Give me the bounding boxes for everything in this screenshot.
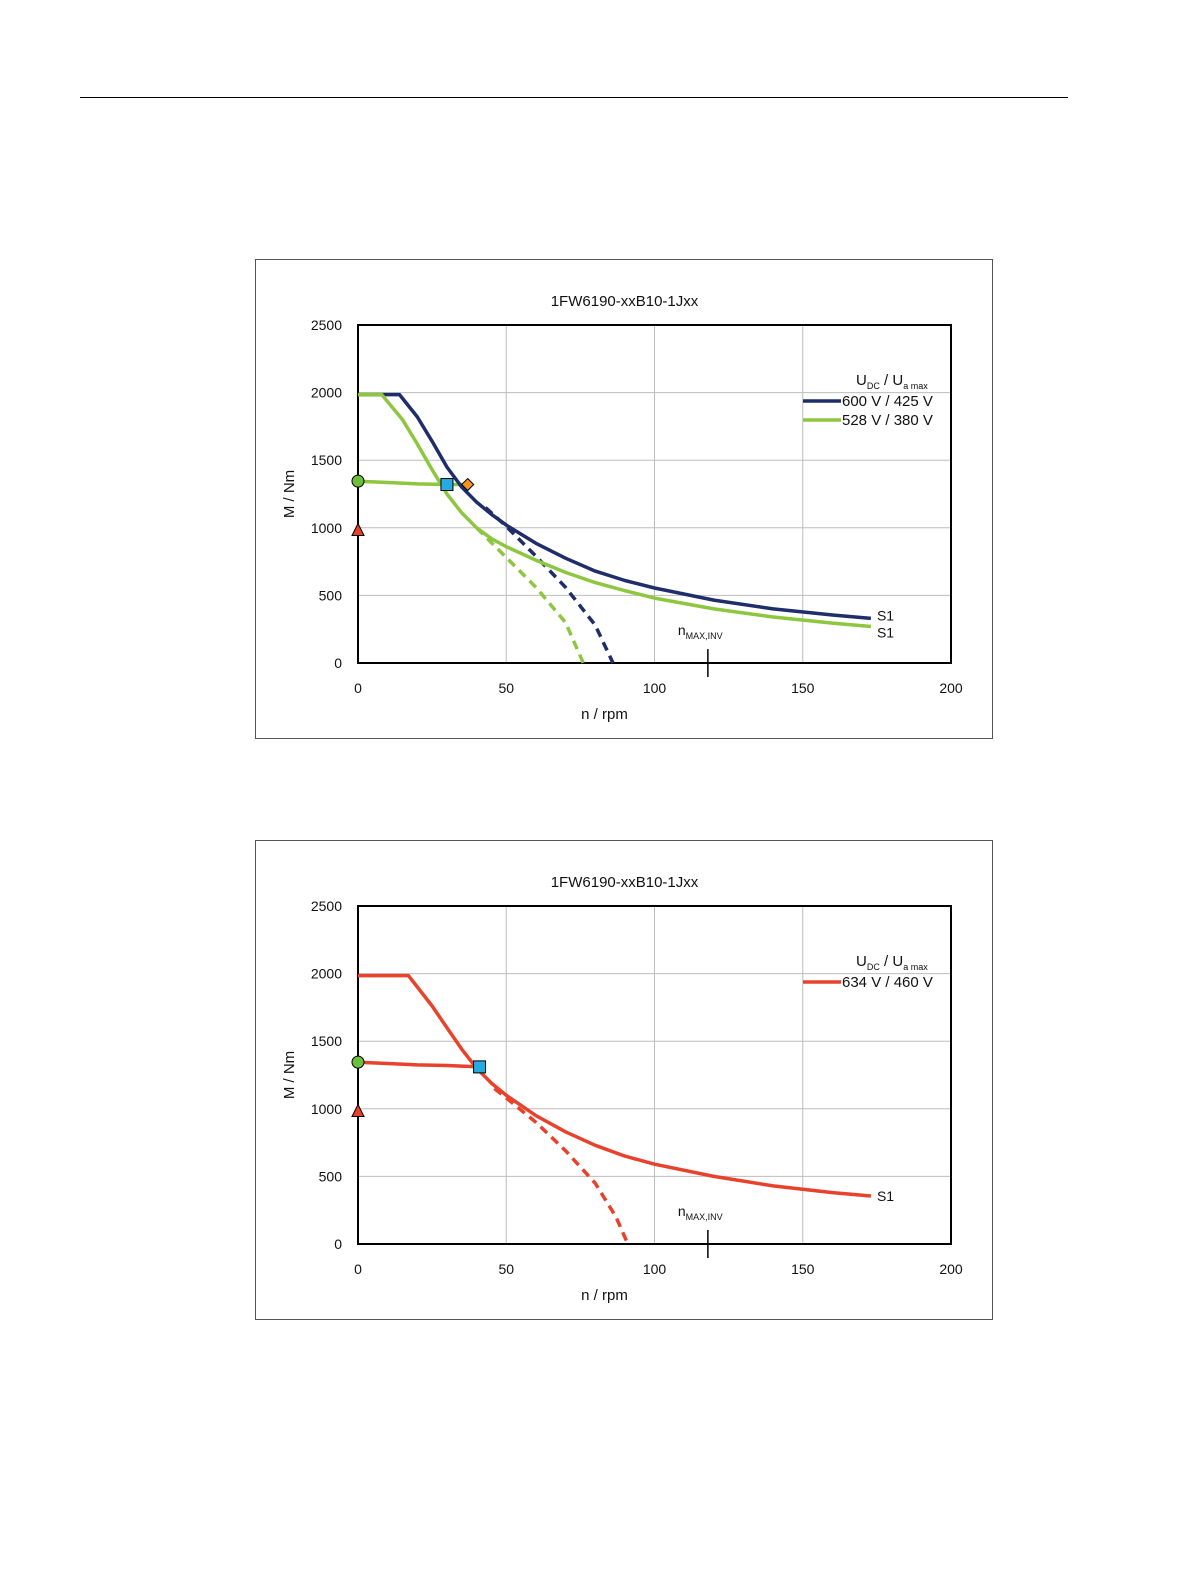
chart2-continuous-torque-line [357, 1060, 480, 1069]
chart1-series-0-line [358, 392, 872, 621]
chart2-y-tick-label: 2500 [311, 898, 342, 914]
chart2-legend-header: UDC / Ua max [856, 953, 928, 972]
chart2-y-tick-label: 2000 [311, 966, 342, 982]
chart2-y-tick-label: 0 [334, 1236, 342, 1252]
chart2-nmax-label: nMAX,INV [678, 1203, 723, 1222]
chart1-plot-frame [357, 324, 952, 664]
chart1-y-tick-label: 2500 [311, 317, 342, 333]
chart1-continuous-torque-line [357, 479, 468, 487]
chart2-y-axis-label: M / Nm [281, 1051, 298, 1099]
chart1-y-tick-label: 2000 [311, 385, 342, 401]
chart1-title: 1FW6190-xxB10-1Jxx [551, 293, 699, 310]
chart1-y-axis-label: M / Nm [281, 470, 298, 518]
chart1-x-tick-label: 100 [643, 680, 667, 696]
chart1-series-1-line [358, 392, 872, 629]
chart1-y-tick-label: 1000 [311, 520, 342, 536]
chart1-marker-square [440, 478, 454, 492]
chart2-title: 1FW6190-xxB10-1Jxx [551, 874, 699, 891]
chart2-legend-label-0: 634 V / 460 V [842, 974, 933, 991]
chart1-x-tick-label: 200 [939, 680, 963, 696]
chart1-y-tick-label: 0 [334, 655, 342, 671]
chart2-series-0-end-label: S1 [877, 1188, 894, 1204]
chart2-y-tick-label: 1000 [311, 1101, 342, 1117]
chart1-marker-triangle [351, 522, 365, 537]
chart2-marker-circle [351, 1055, 365, 1069]
chart2-x-tick-label: 200 [939, 1261, 963, 1277]
chart1-x-tick-label: 150 [791, 680, 815, 696]
chart2-x-tick-label: 100 [643, 1261, 667, 1277]
chart1-legend-label-0: 600 V / 425 V [842, 393, 933, 410]
chart2-x-tick-label: 150 [791, 1261, 815, 1277]
chart1-series-0-dashed-line [484, 506, 615, 664]
chart1-x-tick-label: 50 [498, 680, 514, 696]
chart2-series-0-dashed-line [493, 1087, 630, 1245]
chart1-x-axis-label: n / rpm [581, 706, 628, 723]
chart2-y-tick-label: 500 [319, 1168, 343, 1184]
chart2-x-axis-label: n / rpm [581, 1287, 628, 1304]
chart1-y-tick-label: 500 [319, 587, 343, 603]
chart1-marker-diamond [460, 477, 475, 492]
chart1-y-tick-label: 1500 [311, 452, 342, 468]
chart1-legend-header: UDC / Ua max [856, 372, 928, 391]
page-top-rule [80, 97, 1068, 98]
chart2-x-tick-label: 50 [498, 1261, 514, 1277]
chart2-series-0-line [358, 973, 872, 1198]
chart2-marker-square [473, 1060, 487, 1074]
chart2-y-tick-label: 1500 [311, 1033, 342, 1049]
chart1-x-tick-label: 0 [354, 680, 362, 696]
chart1-legend-label-1: 528 V / 380 V [842, 412, 933, 429]
chart1-series-0-end-label: S1 [877, 607, 894, 623]
chart1-marker-circle [351, 474, 365, 488]
chart2-plot-frame [357, 905, 952, 1245]
chart2-x-tick-label: 0 [354, 1261, 362, 1277]
chart1-nmax-label: nMAX,INV [678, 622, 723, 641]
chart-panel-2: 1FW6190-xxB10-1Jxx 0 50 100 150 200 0 500 1000 15… [255, 840, 993, 1320]
chart2-marker-triangle [351, 1103, 365, 1118]
chart1-series-1-end-label: S1 [877, 624, 894, 640]
chart-panel-1: 1FW6190-xxB10-1Jxx 0 50 100 150 200 0 500 1000 15… [255, 259, 993, 739]
